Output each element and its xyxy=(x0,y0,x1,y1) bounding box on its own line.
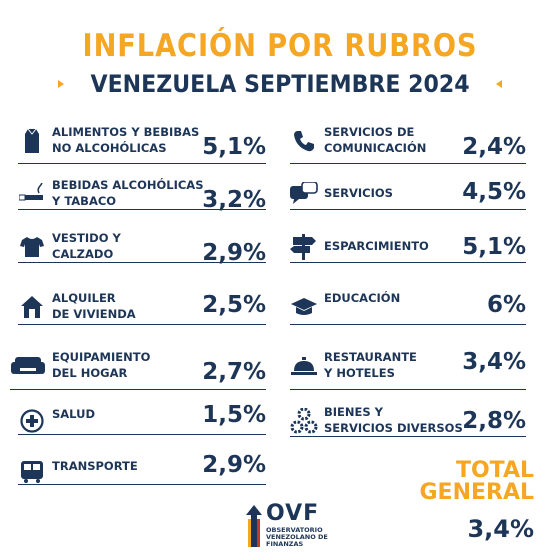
category-value: 2,5% xyxy=(202,292,266,318)
total-value: 3,4% xyxy=(467,515,534,543)
category-label: ESPARCIMIENTO xyxy=(324,239,429,253)
category-alquiler: ALQUILER DE VIVIENDA 2,5% xyxy=(18,286,266,336)
category-vestido: VESTIDO Y CALZADO 2,9% xyxy=(18,226,266,276)
category-value: 4,5% xyxy=(462,179,526,205)
divider xyxy=(18,484,266,485)
category-value: 3,4% xyxy=(462,349,526,375)
category-value: 3,2% xyxy=(202,187,266,213)
divider xyxy=(290,436,526,437)
category-value: 2,7% xyxy=(202,359,266,385)
divider xyxy=(18,262,266,263)
category-value: 2,8% xyxy=(462,408,526,434)
category-label: ALQUILER DE VIVIENDA xyxy=(52,291,136,321)
category-label: RESTAURANTE Y HOTELES xyxy=(324,350,417,380)
category-label: BEBIDAS ALCOHÓLICAS Y TABACO xyxy=(52,178,204,208)
category-restaurante: RESTAURANTE Y HOTELES 3,4% xyxy=(290,345,526,395)
category-label: BIENES Y SERVICIOS DIVERSOS xyxy=(324,405,463,435)
category-value: 5,1% xyxy=(462,234,526,260)
category-label: ALIMENTOS Y BEBIBAS NO ALCOHÓLICAS xyxy=(52,125,200,155)
chat-bubbles-icon xyxy=(290,181,318,207)
category-label: SERVICIOS xyxy=(324,186,393,200)
divider xyxy=(290,389,526,390)
arrow-left-icon xyxy=(496,80,503,88)
divider xyxy=(290,324,526,325)
logo-subtitle: OBSERVATORIO VENEZOLANO DE FINANZAS xyxy=(266,526,328,548)
sofa-icon xyxy=(10,353,46,379)
category-educacion: EDUCACIÓN 6% xyxy=(290,286,526,336)
category-value: 6% xyxy=(486,292,526,318)
shirt-icon xyxy=(18,234,46,260)
divider xyxy=(18,209,266,210)
category-value: 2,9% xyxy=(202,452,266,478)
category-value: 2,4% xyxy=(462,134,526,160)
category-value: 5,1% xyxy=(202,134,266,160)
category-label: EDUCACIÓN xyxy=(324,291,401,305)
health-cross-icon xyxy=(18,408,46,434)
logo-arrow-icon xyxy=(246,505,262,547)
category-label: EQUIPAMIENTO DEL HOGAR xyxy=(52,350,151,380)
total-label: TOTAL GENERAL xyxy=(419,458,534,505)
divider xyxy=(290,209,526,210)
cigarette-icon xyxy=(18,181,46,207)
graduation-cap-icon xyxy=(290,294,318,320)
arrow-right-icon xyxy=(57,80,64,88)
category-esparcimiento: ESPARCIMIENTO 5,1% xyxy=(290,226,526,276)
divider xyxy=(10,389,266,390)
category-bebidas: BEBIDAS ALCOHÓLICAS Y TABACO 3,2% xyxy=(18,173,266,223)
signpost-icon xyxy=(290,234,318,260)
category-label: TRANSPORTE xyxy=(52,459,138,473)
page-subtitle: VENEZUELA SEPTIEMBRE 2024 xyxy=(90,70,470,98)
category-equipamiento: EQUIPAMIENTO DEL HOGAR 2,7% xyxy=(10,345,266,395)
service-bell-icon xyxy=(290,353,318,379)
page-title: INFLACIÓN POR RUBROS xyxy=(82,28,478,64)
bus-icon xyxy=(18,458,46,484)
category-servicios: SERVICIOS 4,5% xyxy=(290,173,526,223)
house-icon xyxy=(18,294,46,320)
subtitle-row: VENEZUELA SEPTIEMBRE 2024 xyxy=(0,69,560,99)
divider xyxy=(18,163,266,164)
category-value: 2,9% xyxy=(202,240,266,266)
category-value: 1,5% xyxy=(202,402,266,428)
logo-text: OVF xyxy=(266,501,320,526)
divider xyxy=(290,163,526,164)
food-carton-icon xyxy=(18,128,46,154)
category-label: SERVICIOS DE COMUNICACIÓN xyxy=(324,125,427,155)
category-label: SALUD xyxy=(52,407,95,421)
category-comunicacion: SERVICIOS DE COMUNICACIÓN 2,4% xyxy=(290,120,526,170)
divider xyxy=(18,434,266,435)
category-label: VESTIDO Y CALZADO xyxy=(52,231,121,261)
category-alimentos: ALIMENTOS Y BEBIBAS NO ALCOHÓLICAS 5,1% xyxy=(18,120,266,170)
category-salud: SALUD 1,5% xyxy=(18,400,266,450)
ovf-logo: OVF OBSERVATORIO VENEZOLANO DE FINANZAS xyxy=(244,501,364,553)
divider xyxy=(290,262,526,263)
phone-icon xyxy=(290,128,318,154)
category-bienes: BIENES Y SERVICIOS DIVERSOS 2,8% xyxy=(290,400,526,450)
gears-icon xyxy=(290,408,318,434)
category-transporte: TRANSPORTE 2,9% xyxy=(18,450,266,500)
divider xyxy=(18,324,266,325)
